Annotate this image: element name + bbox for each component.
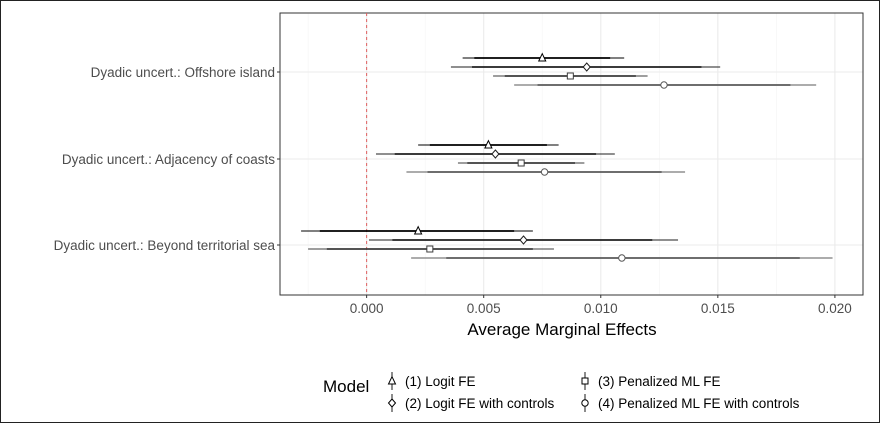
x-tick-label: 0.015 — [701, 301, 735, 316]
legend-label: (2) Logit FE with controls — [405, 396, 555, 411]
x-tick-label: 0.010 — [584, 301, 618, 316]
series-1 — [301, 52, 625, 235]
point-estimate — [484, 139, 493, 149]
x-tick-label: 0.005 — [467, 301, 501, 316]
point-estimate — [618, 254, 626, 262]
y-tick-labels: Dyadic uncert.: Offshore island Dyadic un… — [54, 65, 280, 253]
legend-key-marker — [387, 398, 397, 408]
legend: Model (1) Logit FE (2) Logit FE with cont… — [323, 372, 800, 412]
legend-key-marker — [581, 399, 589, 407]
point-estimate — [537, 52, 547, 62]
legend-title: Model — [323, 377, 369, 396]
y-tick-label: Dyadic uncert.: Beyond territorial sea — [54, 238, 276, 253]
legend-item-1: (1) Logit FE — [387, 372, 476, 390]
point-estimate — [413, 225, 423, 235]
point-estimate — [517, 159, 525, 167]
y-tick-label: Dyadic uncert.: Offshore island — [91, 65, 275, 80]
x-axis-label: Average Marginal Effects — [467, 320, 656, 339]
legend-label: (4) Penalized ML FE with controls — [598, 396, 800, 411]
legend-key-marker — [387, 375, 397, 385]
series-2 — [368, 62, 721, 245]
panel-outline — [279, 12, 864, 296]
legend-item-2: (2) Logit FE with controls — [387, 394, 555, 412]
legend-item-4: (4) Penalized ML FE with controls — [581, 394, 800, 412]
point-estimate — [519, 235, 528, 245]
x-tick-label: 0.020 — [818, 301, 852, 316]
x-tick-label: 0.000 — [350, 301, 384, 316]
legend-label: (1) Logit FE — [405, 374, 476, 389]
series-marks — [301, 52, 833, 262]
legend-key-marker — [581, 377, 589, 385]
legend-item-3: (3) Penalized ML FE — [581, 372, 721, 390]
point-estimate — [491, 149, 500, 159]
y-tick-label: Dyadic uncert.: Adjacency of coasts — [62, 152, 275, 167]
point-estimate — [426, 245, 434, 253]
legend-label: (3) Penalized ML FE — [598, 374, 721, 389]
point-estimate — [582, 62, 591, 72]
series-4 — [406, 81, 833, 262]
x-tick-labels: 0.000 0.005 0.010 0.015 0.020 — [350, 295, 852, 316]
point-estimate — [540, 168, 549, 176]
point-estimate — [566, 72, 574, 80]
series-3 — [308, 72, 648, 253]
point-estimate — [660, 81, 668, 89]
